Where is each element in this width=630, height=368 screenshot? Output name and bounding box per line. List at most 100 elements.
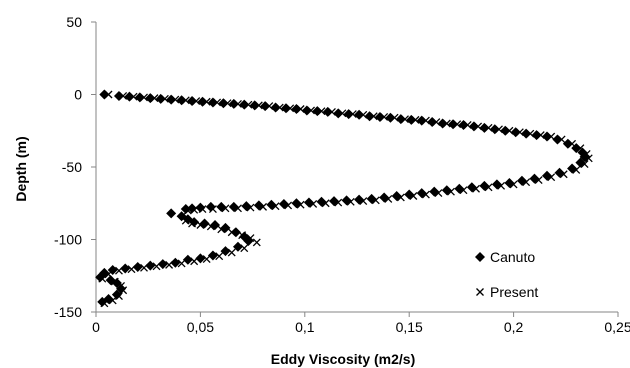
data-point	[199, 218, 210, 229]
y-tick-label: -50	[62, 159, 82, 175]
data-point	[205, 201, 216, 212]
data-point	[542, 131, 553, 142]
data-point	[239, 99, 250, 110]
y-tick-label: -100	[54, 232, 82, 248]
data-point	[554, 167, 565, 178]
data-point	[416, 188, 427, 199]
data-point	[312, 106, 323, 117]
data-point	[333, 108, 344, 119]
data-point	[157, 259, 168, 270]
data-point	[166, 208, 177, 219]
data-point	[270, 102, 281, 113]
data-point	[189, 217, 200, 228]
legend-marker	[476, 288, 484, 296]
data-point	[529, 173, 540, 184]
data-point	[228, 98, 239, 109]
series-canuto	[95, 89, 590, 307]
data-point	[228, 201, 239, 212]
data-point	[216, 201, 227, 212]
data-point	[500, 125, 511, 136]
x-tick-label: 0,1	[295, 319, 315, 335]
y-tick-label: 50	[66, 14, 82, 30]
data-point	[322, 106, 333, 117]
data-point	[182, 254, 193, 265]
data-point	[374, 111, 385, 122]
data-point	[187, 96, 198, 107]
legend-marker	[475, 252, 485, 262]
data-point	[441, 185, 452, 196]
data-point	[458, 119, 469, 130]
x-tick-label: 0,25	[604, 319, 630, 335]
data-point	[491, 179, 502, 190]
data-point	[215, 252, 224, 261]
data-point	[429, 186, 440, 197]
x-tick-label: 0,05	[187, 319, 214, 335]
data-point	[97, 296, 108, 307]
data-point	[220, 246, 231, 257]
data-point	[479, 122, 490, 133]
data-point	[145, 93, 156, 104]
data-point	[521, 128, 532, 139]
data-point	[291, 104, 302, 114]
data-point	[571, 143, 582, 154]
data-point	[454, 183, 465, 194]
data-point	[166, 94, 177, 105]
data-point	[195, 202, 206, 213]
data-point	[516, 175, 527, 186]
data-point	[448, 119, 459, 130]
data-point	[510, 127, 521, 138]
data-point	[132, 262, 143, 273]
data-point	[107, 264, 118, 275]
y-ticks: 50 0 -50 -100 -150	[54, 14, 96, 320]
data-point	[120, 263, 131, 274]
data-point	[187, 203, 198, 214]
data-point	[124, 91, 135, 102]
data-point	[416, 115, 427, 126]
y-tick-label: 0	[74, 87, 82, 103]
data-point	[562, 138, 573, 149]
data-point	[202, 255, 211, 264]
data-point	[542, 170, 553, 181]
data-point	[241, 201, 252, 212]
data-point	[354, 194, 365, 205]
data-point	[329, 196, 340, 207]
data-point	[197, 96, 208, 107]
data-point	[177, 259, 186, 268]
data-point	[266, 199, 277, 210]
data-point	[210, 220, 221, 230]
data-point	[427, 117, 438, 128]
x-tick-label: 0	[92, 319, 100, 335]
data-points	[95, 89, 593, 308]
data-point	[404, 189, 415, 200]
data-point	[343, 109, 354, 120]
data-point	[366, 193, 377, 204]
data-point	[301, 105, 312, 116]
data-point	[155, 93, 166, 104]
data-point	[468, 121, 479, 132]
y-axis-title: Depth (m)	[13, 136, 29, 201]
x-tick-label: 0,2	[504, 319, 524, 335]
data-point	[341, 195, 352, 206]
data-point	[260, 101, 271, 112]
data-point	[176, 95, 187, 106]
data-point	[278, 198, 289, 209]
data-point	[232, 241, 243, 252]
data-point	[364, 111, 375, 122]
legend-item-present: Present	[476, 284, 538, 300]
data-point	[567, 163, 578, 174]
data-point	[99, 89, 110, 100]
data-point	[354, 109, 365, 120]
data-point	[243, 235, 254, 246]
data-point	[281, 103, 292, 114]
data-point	[385, 112, 396, 123]
data-point	[489, 124, 500, 135]
data-point	[207, 250, 218, 261]
data-point	[253, 200, 264, 211]
data-point	[406, 114, 417, 125]
data-point	[575, 157, 586, 168]
data-point	[252, 238, 261, 247]
legend-item-canuto: Canuto	[475, 249, 535, 265]
data-point	[195, 253, 206, 264]
data-point	[180, 204, 191, 215]
data-point	[437, 118, 448, 129]
